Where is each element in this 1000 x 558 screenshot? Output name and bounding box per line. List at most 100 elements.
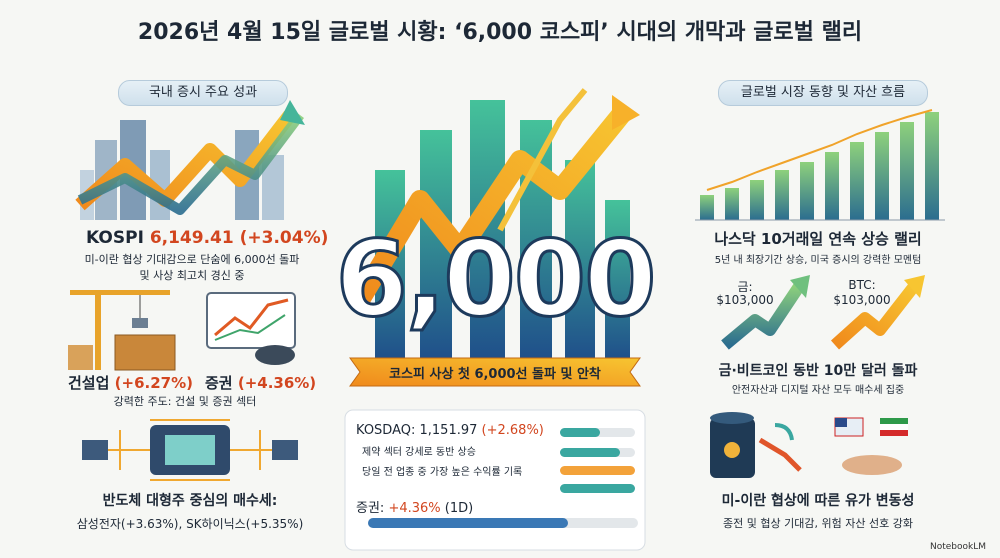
decoration [725,188,739,220]
sector-name: 증권 [205,374,233,392]
sector-change: (+4.36%) [237,374,317,392]
decoration [214,298,289,337]
securities-illustration [206,292,296,365]
decoration [280,100,305,125]
oil-illustration [710,412,908,478]
kosdaq-value: 1,151.97 [419,423,478,438]
sector-change: (+6.27%) [114,374,193,392]
kospi-note: 및 사상 최고치 경신 중 [139,269,245,282]
decoration [825,152,839,220]
kosdaq-note: 제약 섹터 강세로 동반 상승 [362,447,476,458]
decoration [262,155,284,220]
kospi-illustration [351,88,640,360]
asset-value: $103,000 [716,293,774,307]
decoration [800,162,814,220]
securities-period: (1D) [444,501,474,516]
chip-illustration [82,419,298,481]
decoration [272,440,298,460]
oil-title: 미-이란 협상에 따른 유가 변동성 [721,493,915,509]
big-number: 6,000 [334,217,658,342]
decoration [900,122,914,220]
kosdaq-note: 당일 전 업종 중 가장 높은 수익률 기록 [362,467,523,478]
decoration [77,112,304,215]
decoration [612,95,640,130]
decoration [710,412,754,424]
banner: 코스피 사상 첫 6,000선 돌파 및 안착 [389,367,601,382]
asset-arrows [721,275,925,350]
decoration [368,518,568,528]
oil-detail: 종전 및 협상 기대감, 위험 자산 선호 강화 [723,517,913,530]
city-illustration [75,100,305,220]
decoration [880,430,908,436]
decoration [95,290,101,370]
decoration [925,112,939,220]
decoration [560,484,635,493]
decoration [351,103,633,306]
decoration [349,357,641,387]
decoration [560,466,635,475]
sector: 증권 (+4.36%) [205,372,316,393]
assets-detail: 안전자산과 디지털 자산 모두 매수세 집중 [731,385,905,396]
asset-value: $103,000 [833,293,891,307]
decoration [880,418,908,424]
sector: 건설업 (+6.27%) [68,372,193,393]
kosdaq-line: KOSDAQ: 1,151.97 (+2.68%) [356,423,544,438]
progress-bars [368,428,638,528]
decoration [165,435,215,465]
banner-shape [349,357,641,387]
decoration [497,88,588,232]
decoration [724,442,740,458]
decoration [842,455,902,475]
footer-brand: NotebookLM [930,542,987,552]
asset-label: BTC: [848,278,876,292]
kosdaq-label: KOSDAQ: [356,423,416,438]
decoration [132,318,148,328]
asset-label: 금: [737,280,753,294]
decoration [721,281,805,350]
decoration [70,290,170,295]
kospi-line: KOSPI 6,149.41 (+3.04%) [86,228,328,248]
securities-change: +4.36% [388,501,441,516]
nasdaq-title: 나스닥 10거래일 연속 상승 랠리 [714,230,922,248]
kosdaq-change: (+2.68%) [481,423,544,438]
decoration [750,180,764,220]
nasdaq-detail: 5년 내 최장기간 상승, 미국 증시의 강력한 모멘텀 [714,255,922,266]
construction-illustration [68,290,176,371]
decoration [775,170,789,220]
sector-caption: 강력한 주도: 건설 및 증권 섹터 [113,395,257,408]
decoration [700,195,714,220]
decoration [875,132,889,220]
nasdaq-illustration [695,109,945,221]
decoration [605,200,630,360]
decoration [835,418,847,427]
decoration [560,448,620,457]
section-header: 글로벌 시장 동향 및 자산 흐름 [718,80,928,106]
decoration [560,428,600,437]
securities-line: 증권: +4.36% (1D) [356,497,473,516]
decoration [904,275,925,298]
semis-detail: 삼성전자(+3.63%), SK하이닉스(+5.35%) [76,517,304,531]
decoration [830,281,920,350]
decoration [68,345,93,370]
kospi-note: 미-이란 협상 기대감으로 단숨에 6,000선 돌파 [84,253,300,266]
kospi-label: KOSPI [86,228,144,248]
decoration [214,314,286,341]
semis-title: 반도체 대형주 중심의 매수세: [102,493,278,509]
decoration [774,423,794,441]
decoration [850,142,864,220]
sector-name: 건설업 [68,374,110,392]
decoration [790,275,810,298]
kosdaq-panel [344,409,646,551]
assets-title: 금·비트코인 동반 10만 달러 돌파 [718,363,918,379]
decoration [114,334,176,371]
decoration [758,437,802,472]
securities-label: 증권: [356,501,385,516]
decoration [706,109,933,191]
kospi-value: 6,149.41 (+3.04%) [149,228,329,248]
decoration [82,440,108,460]
decoration [255,345,295,365]
title: 2026년 4월 15일 글로벌 시황: ‘6,000 코스피’ 시대의 개막과… [137,20,863,45]
